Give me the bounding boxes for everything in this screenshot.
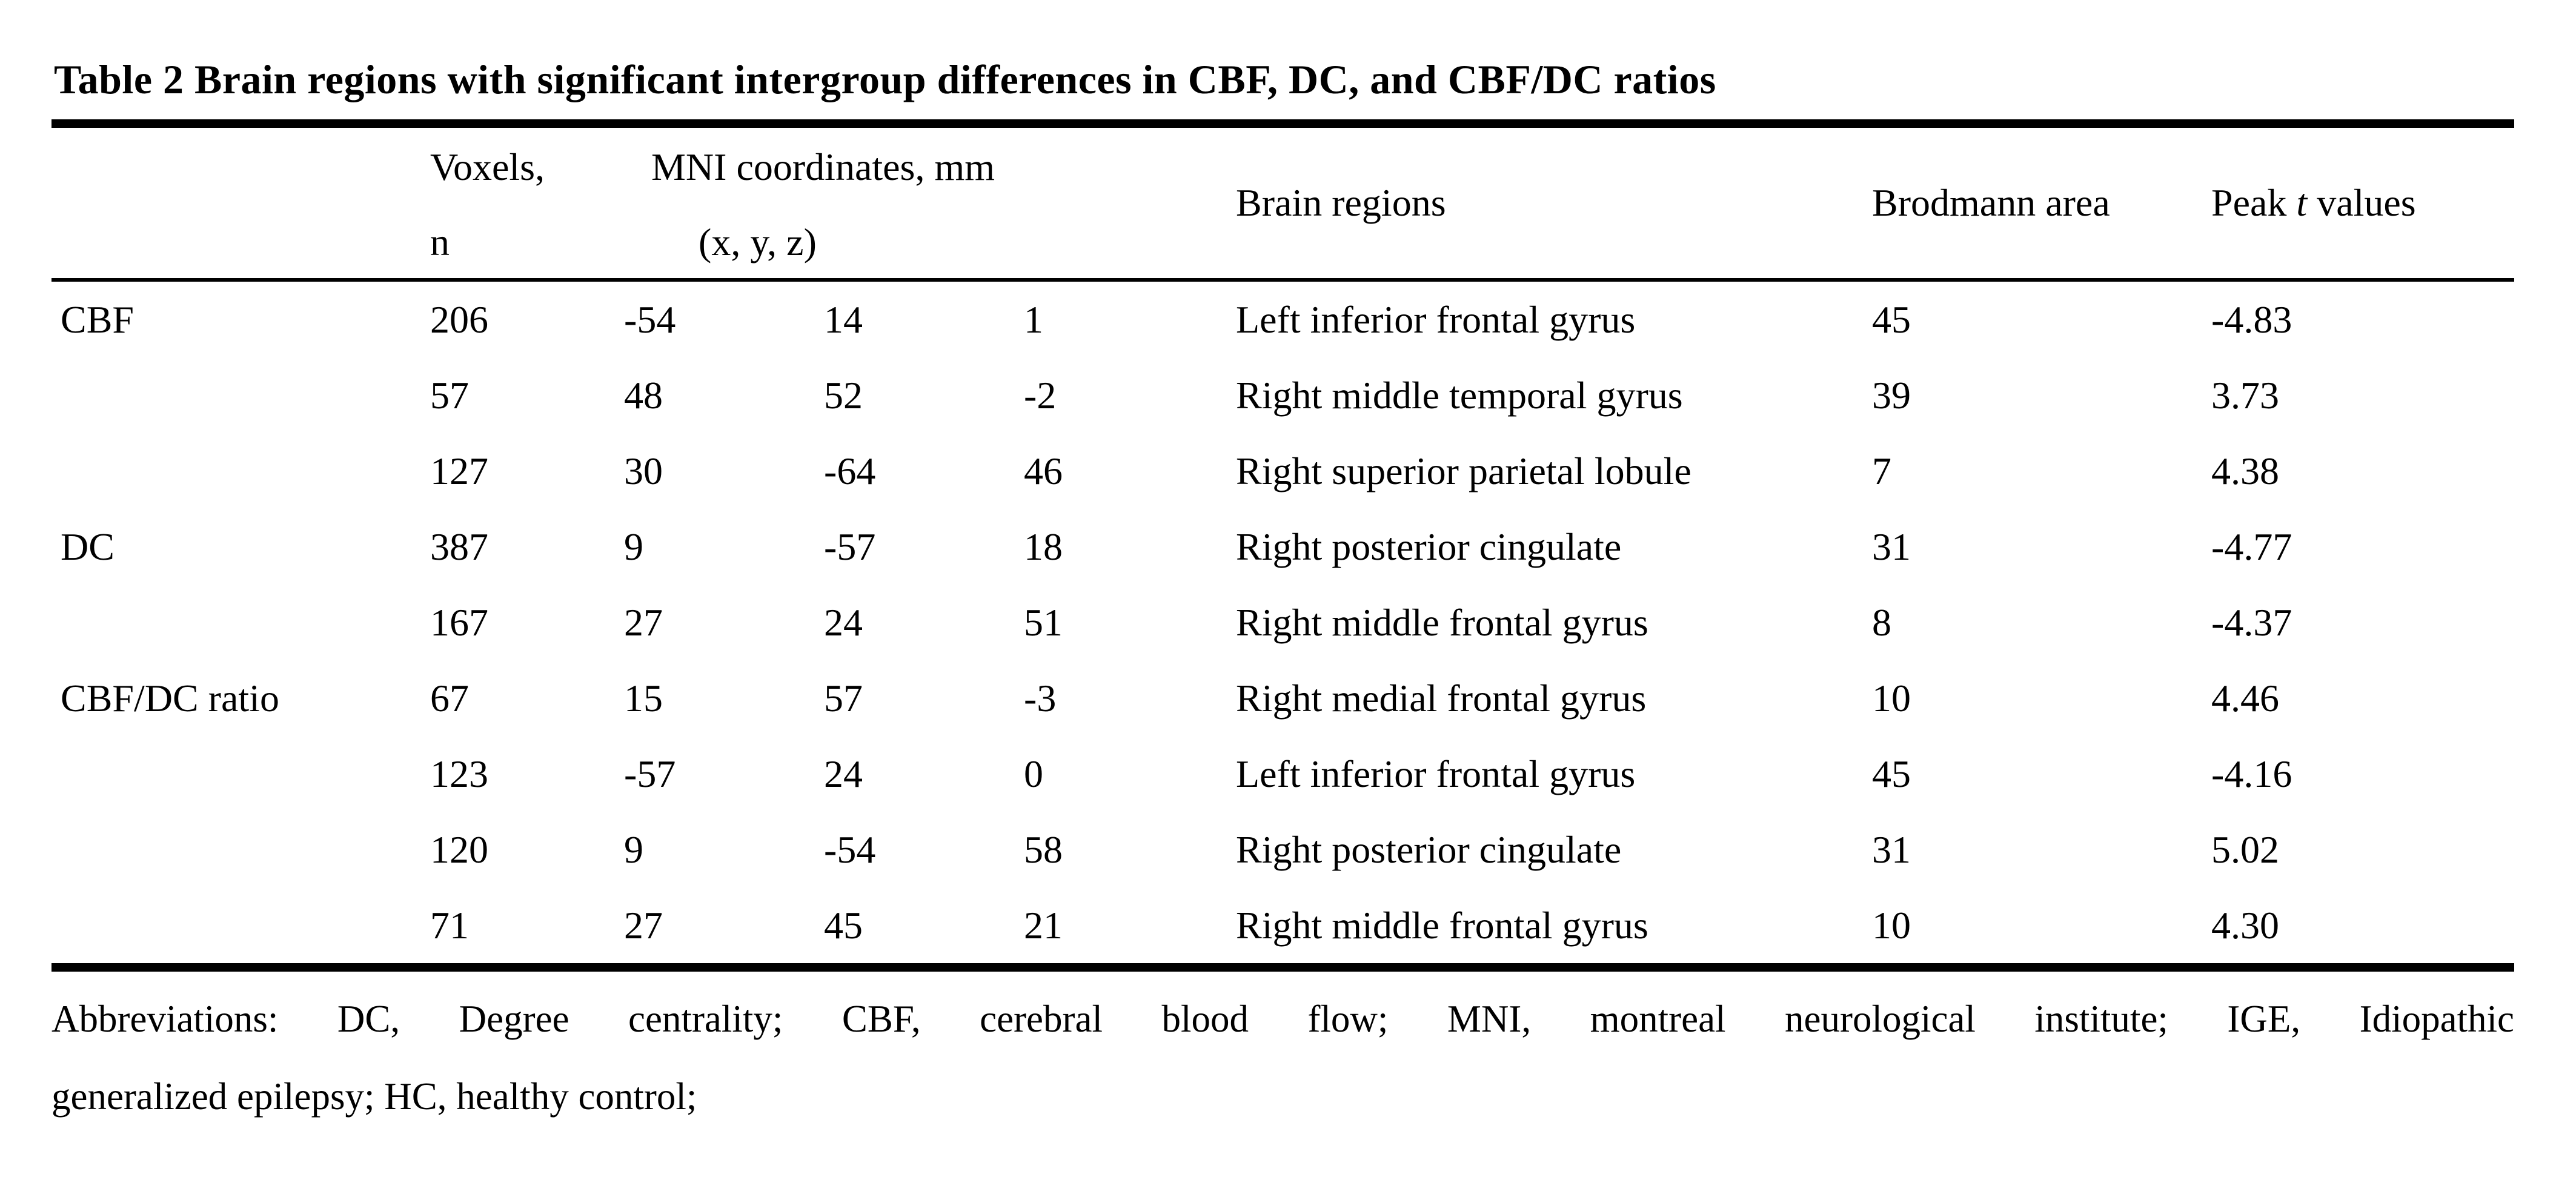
group-cell: DC [61, 525, 115, 568]
table-row: 123 -57 24 0 Left inferior frontal gyrus… [51, 736, 2514, 812]
header-peak-t-italic: t [2296, 181, 2308, 224]
mni-z-cell: 21 [1024, 903, 1063, 947]
mni-z-cell: 0 [1024, 752, 1043, 795]
mni-y-cell: 57 [824, 676, 863, 720]
header-voxels-line2: n [430, 220, 450, 264]
peak-t-cell: -4.16 [2211, 752, 2292, 795]
header-peak-post: values [2307, 181, 2416, 224]
voxels-cell: 123 [430, 752, 488, 795]
table-row: 127 30 -64 46 Right superior parietal lo… [51, 433, 2514, 509]
brodmann-cell: 45 [1872, 752, 1911, 795]
mni-z-cell: 51 [1024, 600, 1063, 644]
table-title: Table 2 Brain regions with significant i… [54, 56, 1716, 102]
header-group-spacer [51, 128, 430, 278]
paper-page: Table 2 Brain regions with significant i… [51, 56, 2514, 1135]
voxels-cell: 120 [430, 827, 488, 871]
region-cell: Left inferior frontal gyrus [1236, 752, 1636, 795]
mni-y-cell: 24 [824, 600, 863, 644]
table-row: 167 27 24 51 Right middle frontal gyrus … [51, 585, 2514, 660]
mni-x-cell: 9 [624, 827, 643, 871]
table-row: 71 27 45 21 Right middle frontal gyrus 1… [51, 887, 2514, 963]
mni-y-cell: -54 [824, 827, 876, 871]
voxels-cell: 387 [430, 525, 488, 568]
brodmann-cell: 10 [1872, 676, 1911, 720]
header-brodmann-area: Brodmann area [1872, 181, 2110, 224]
abbreviations-note: Abbreviations: DC, Degree centrality; CB… [51, 980, 2514, 1135]
peak-t-cell: 4.30 [2211, 903, 2279, 947]
mni-y-cell: -57 [824, 525, 876, 568]
table-row: CBF/DC ratio 67 15 57 -3 Right medial fr… [51, 660, 2514, 736]
table-row: DC 387 9 -57 18 Right posterior cingulat… [51, 509, 2514, 585]
voxels-cell: 127 [430, 449, 488, 492]
table-header-row: Voxels, n MNI coordinates, mm (x, y, z) … [51, 128, 2514, 278]
voxels-cell: 71 [430, 903, 469, 947]
header-peak-pre: Peak [2211, 181, 2297, 224]
group-cell: CBF/DC ratio [61, 676, 279, 720]
abbreviations-line2: generalized epilepsy; HC, healthy contro… [51, 1075, 697, 1118]
peak-t-cell: -4.37 [2211, 600, 2292, 644]
header-peak-t-values: Peak t values [2211, 181, 2514, 225]
table-container: Table 2 Brain regions with significant i… [51, 56, 2514, 1135]
brodmann-cell: 7 [1872, 449, 1891, 492]
bottom-rule [51, 963, 2514, 972]
region-cell: Right posterior cingulate [1236, 525, 1622, 568]
mni-z-cell: 58 [1024, 827, 1063, 871]
region-cell: Right posterior cingulate [1236, 827, 1622, 871]
peak-t-cell: 4.38 [2211, 449, 2279, 492]
mni-x-cell: 27 [624, 600, 663, 644]
region-cell: Right medial frontal gyrus [1236, 676, 1647, 720]
brodmann-cell: 31 [1872, 827, 1911, 871]
header-brain-regions: Brain regions [1236, 181, 1446, 224]
brodmann-cell: 8 [1872, 600, 1891, 644]
mni-x-cell: -54 [624, 297, 676, 341]
table-row: 120 9 -54 58 Right posterior cingulate 3… [51, 812, 2514, 887]
header-voxels-line1: Voxels, [430, 145, 545, 188]
region-cell: Right superior parietal lobule [1236, 449, 1691, 492]
group-cell: CBF [61, 297, 134, 341]
peak-t-cell: -4.77 [2211, 525, 2292, 568]
mni-y-cell: 52 [824, 373, 863, 417]
header-mni-line1: MNI coordinates, mm [651, 145, 995, 188]
peak-t-cell: 3.73 [2211, 373, 2279, 417]
mni-y-cell: 24 [824, 752, 863, 795]
mni-y-cell: 45 [824, 903, 863, 947]
header-mni-line2: (x, y, z) [699, 220, 817, 264]
region-cell: Right middle frontal gyrus [1236, 600, 1648, 644]
top-rule [51, 119, 2514, 128]
header-rule [51, 278, 2514, 282]
table-row: 57 48 52 -2 Right middle temporal gyrus … [51, 357, 2514, 433]
mni-y-cell: -64 [824, 449, 876, 492]
brodmann-cell: 10 [1872, 903, 1911, 947]
brodmann-cell: 39 [1872, 373, 1911, 417]
mni-z-cell: 1 [1024, 297, 1043, 341]
mni-x-cell: 48 [624, 373, 663, 417]
brodmann-cell: 31 [1872, 525, 1911, 568]
region-cell: Right middle frontal gyrus [1236, 903, 1648, 947]
brodmann-cell: 45 [1872, 297, 1911, 341]
table-body: CBF 206 -54 14 1 Left inferior frontal g… [51, 282, 2514, 963]
peak-t-cell: 5.02 [2211, 827, 2279, 871]
mni-z-cell: -2 [1024, 373, 1057, 417]
voxels-cell: 167 [430, 600, 488, 644]
mni-z-cell: 18 [1024, 525, 1063, 568]
mni-x-cell: 9 [624, 525, 643, 568]
mni-x-cell: 30 [624, 449, 663, 492]
table-row: CBF 206 -54 14 1 Left inferior frontal g… [51, 282, 2514, 357]
header-mni-coordinates: MNI coordinates, mm (x, y, z) [624, 128, 1236, 278]
mni-x-cell: -57 [624, 752, 676, 795]
peak-t-cell: 4.46 [2211, 676, 2279, 720]
voxels-cell: 67 [430, 676, 469, 720]
voxels-cell: 206 [430, 297, 488, 341]
voxels-cell: 57 [430, 373, 469, 417]
region-cell: Right middle temporal gyrus [1236, 373, 1683, 417]
mni-y-cell: 14 [824, 297, 863, 341]
peak-t-cell: -4.83 [2211, 297, 2292, 341]
header-voxels: Voxels, n [430, 128, 624, 278]
mni-x-cell: 27 [624, 903, 663, 947]
mni-z-cell: -3 [1024, 676, 1057, 720]
abbreviations-line1: Abbreviations: DC, Degree centrality; CB… [51, 998, 2514, 1040]
mni-z-cell: 46 [1024, 449, 1063, 492]
region-cell: Left inferior frontal gyrus [1236, 297, 1636, 341]
mni-x-cell: 15 [624, 676, 663, 720]
